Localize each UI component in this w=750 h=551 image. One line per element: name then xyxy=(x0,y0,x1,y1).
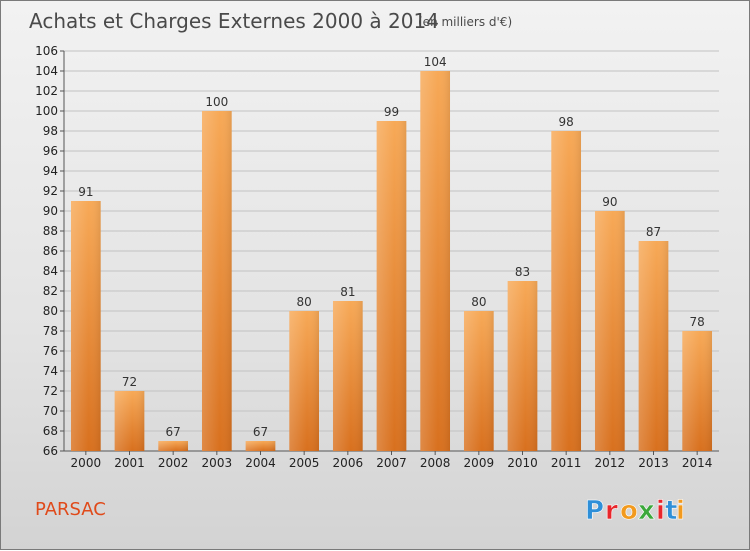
logo-letter: r xyxy=(605,496,618,526)
y-tick-label: 76 xyxy=(43,344,58,358)
value-label-2003: 100 xyxy=(205,95,228,109)
y-tick-label: 92 xyxy=(43,184,58,198)
x-tick-label-2014: 2014 xyxy=(682,456,713,470)
y-tick-label: 100 xyxy=(35,104,58,118)
x-tick-label-2004: 2004 xyxy=(245,456,276,470)
x-tick-label-2003: 2003 xyxy=(202,456,233,470)
bar-shade-2005 xyxy=(289,311,320,451)
value-label-2000: 91 xyxy=(78,185,93,199)
bar-shade-2008 xyxy=(420,71,451,451)
bar-shade-2009 xyxy=(463,311,494,451)
x-tick-label-2007: 2007 xyxy=(376,456,407,470)
value-label-2009: 80 xyxy=(471,295,486,309)
value-label-2007: 99 xyxy=(384,105,399,119)
x-tick-label-2010: 2010 xyxy=(507,456,538,470)
logo-letter: t xyxy=(665,496,677,526)
value-label-2002: 67 xyxy=(166,425,181,439)
chart-subtitle: (en milliers d'€) xyxy=(418,15,512,29)
bar-shade-2002 xyxy=(158,441,189,451)
value-label-2010: 83 xyxy=(515,265,530,279)
place-name: PARSAC xyxy=(35,499,106,520)
value-label-2013: 87 xyxy=(646,225,661,239)
x-tick-label-2013: 2013 xyxy=(638,456,669,470)
logo-letter: o xyxy=(620,496,638,526)
x-tick-label-2008: 2008 xyxy=(420,456,451,470)
value-label-2008: 104 xyxy=(424,55,447,69)
data-labels: 91 72 67 100 67 80 81 99 104 80 83 98 90 87 78 xyxy=(78,55,705,439)
y-tick-label: 90 xyxy=(43,204,58,218)
logo-letter: P xyxy=(585,496,604,526)
x-tick-label-2009: 2009 xyxy=(464,456,495,470)
bar-shade-2006 xyxy=(332,301,363,451)
logo-letter: x xyxy=(638,496,655,526)
value-label-2004: 67 xyxy=(253,425,268,439)
x-tick-label-2001: 2001 xyxy=(114,456,145,470)
bar-shade-2004 xyxy=(245,441,276,451)
value-label-2011: 98 xyxy=(559,115,574,129)
value-label-2006: 81 xyxy=(340,285,355,299)
y-tick-label: 98 xyxy=(43,124,58,138)
y-tick-label: 82 xyxy=(43,284,58,298)
y-tick-label: 78 xyxy=(43,324,58,338)
chart-title: Achats et Charges Externes 2000 à 2014 xyxy=(29,9,439,33)
bar-shade-2012 xyxy=(594,211,625,451)
x-tick-label-2000: 2000 xyxy=(71,456,102,470)
bar-shade-2007 xyxy=(376,121,407,451)
y-tick-label: 72 xyxy=(43,384,58,398)
y-tick-label: 106 xyxy=(35,44,58,58)
x-tick-label-2011: 2011 xyxy=(551,456,582,470)
x-tick-label-2005: 2005 xyxy=(289,456,320,470)
bars xyxy=(70,71,713,451)
y-tick-label: 68 xyxy=(43,424,58,438)
value-label-2005: 80 xyxy=(297,295,312,309)
y-tick-label: 80 xyxy=(43,304,58,318)
bar-shade-2000 xyxy=(70,201,101,451)
value-label-2001: 72 xyxy=(122,375,137,389)
axes: 66 68 70 72 74 76 78 80 82 84 86 88 90 92 94 96 98 100 102… xyxy=(35,44,719,470)
bar-shade-2010 xyxy=(507,281,538,451)
y-tick-label: 84 xyxy=(43,264,58,278)
x-tick-label-2012: 2012 xyxy=(595,456,626,470)
x-tick-label-2002: 2002 xyxy=(158,456,189,470)
y-tick-label: 96 xyxy=(43,144,58,158)
bar-shade-2013 xyxy=(638,241,669,451)
y-tick-label: 88 xyxy=(43,224,58,238)
bar-shade-2001 xyxy=(114,391,145,451)
bar-shade-2003 xyxy=(201,111,232,451)
logo-letter: i xyxy=(676,496,685,526)
y-tick-label: 104 xyxy=(35,64,58,78)
x-tick-label-2006: 2006 xyxy=(333,456,364,470)
y-tick-label: 74 xyxy=(43,364,58,378)
y-tick-label: 94 xyxy=(43,164,58,178)
y-tick-label: 86 xyxy=(43,244,58,258)
value-label-2012: 90 xyxy=(602,195,617,209)
y-tick-label: 70 xyxy=(43,404,58,418)
y-tick-label: 102 xyxy=(35,84,58,98)
y-tick-label: 66 xyxy=(43,444,58,458)
bar-shade-2011 xyxy=(551,131,582,451)
logo-letter: i xyxy=(656,496,665,526)
value-label-2014: 78 xyxy=(690,315,705,329)
bar-shade-2014 xyxy=(682,331,713,451)
